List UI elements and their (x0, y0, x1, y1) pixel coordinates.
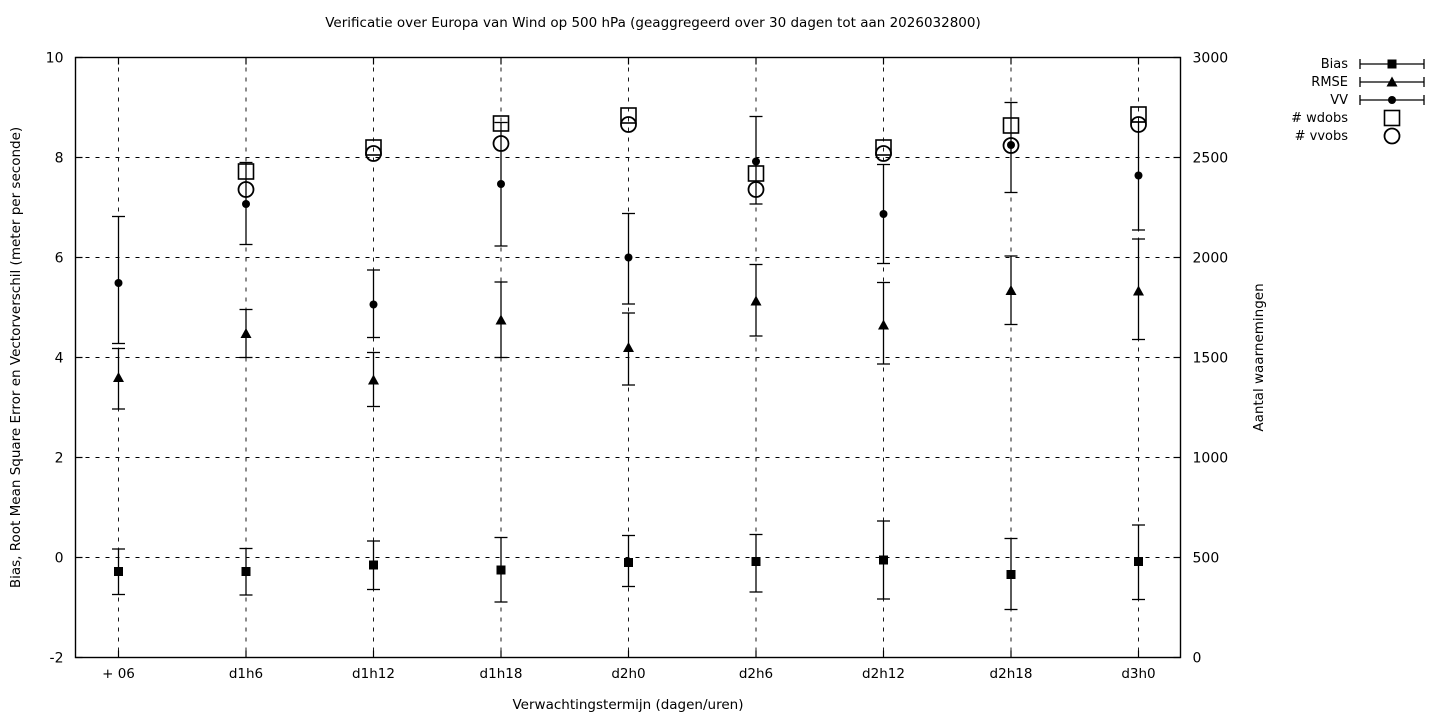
marker-filled-square (114, 567, 123, 576)
x-tick-label: d2h0 (611, 666, 645, 682)
y-tick-label-left: -2 (50, 651, 64, 667)
legend-marker-filled-circle (1388, 96, 1396, 104)
x-tick-label: d1h18 (480, 666, 523, 682)
marker-filled-triangle (750, 295, 762, 306)
y-tick-label-right: 2500 (1193, 151, 1229, 167)
marker-filled-circle (879, 210, 888, 218)
marker-open-square (365, 139, 382, 156)
marker-open-circle (237, 181, 255, 198)
marker-filled-triangle (368, 374, 379, 385)
marker-filled-triangle (113, 372, 124, 382)
legend-marker-open-circle (1383, 127, 1401, 145)
y-tick-label-left: 8 (55, 151, 64, 167)
marker-filled-triangle (1133, 285, 1144, 296)
marker-filled-square (1006, 570, 1016, 579)
y-tick-label-left: 4 (55, 351, 64, 367)
y-tick-label-left: 6 (55, 251, 64, 267)
marker-open-square (747, 165, 765, 182)
x-tick-label: + 06 (102, 666, 135, 682)
marker-filled-square (369, 560, 378, 570)
legend-label: RMSE (1311, 75, 1348, 90)
marker-filled-triangle (623, 342, 634, 352)
marker-open-square (237, 163, 255, 180)
marker-open-circle (365, 145, 382, 162)
marker-filled-square (624, 558, 633, 567)
x-tick-label: d2h12 (862, 666, 905, 682)
y-tick-label-right: 3000 (1193, 51, 1229, 67)
marker-open-circle (875, 145, 892, 162)
marker-filled-triangle (495, 314, 507, 325)
marker-filled-triangle (878, 319, 889, 330)
y-axis-label-right: Aantal waarnemingen (1251, 283, 1267, 431)
legend-label: # vvobs (1295, 129, 1349, 144)
marker-open-square (1130, 106, 1147, 123)
x-axis-label: Verwachtingstermijn (dagen/uren) (513, 697, 744, 713)
legend-label: VV (1330, 93, 1348, 108)
y-tick-label-left: 2 (55, 451, 64, 467)
legend-marker-open-square (1383, 109, 1401, 127)
y-tick-label-right: 0 (1193, 651, 1202, 667)
marker-filled-circle (752, 157, 760, 166)
marker-filled-circle (369, 300, 378, 309)
marker-filled-square (496, 565, 506, 575)
marker-open-square (875, 139, 892, 156)
marker-filled-square (241, 567, 251, 576)
y-tick-label-left: 10 (46, 51, 64, 67)
marker-open-circle (620, 116, 637, 133)
marker-filled-circle (242, 200, 250, 208)
marker-filled-triangle (1005, 285, 1017, 295)
marker-filled-circle (497, 180, 505, 188)
marker-filled-square (1134, 557, 1143, 566)
x-tick-label: d1h6 (229, 666, 263, 682)
y-tick-label-right: 500 (1193, 551, 1220, 567)
y-axis-label-left: Bias, Root Mean Square Error en Vectorve… (8, 127, 24, 588)
marker-filled-circle (1007, 141, 1015, 149)
legend-label: Bias (1321, 57, 1348, 72)
y-tick-label-right: 1500 (1193, 351, 1229, 367)
legend-marker-filled-square (1387, 59, 1397, 69)
y-tick-label-right: 2000 (1193, 251, 1229, 267)
y-tick-label-right: 1000 (1193, 451, 1229, 467)
x-tick-label: d1h12 (352, 666, 395, 682)
marker-open-circle (747, 181, 765, 198)
marker-filled-circle (1134, 171, 1143, 180)
marker-filled-circle (114, 279, 123, 287)
y-tick-label-left: 0 (55, 551, 64, 567)
x-tick-label: d2h18 (990, 666, 1033, 682)
marker-open-circle (492, 135, 510, 152)
marker-open-circle (1130, 116, 1147, 133)
legend-label: # wdobs (1291, 111, 1348, 126)
marker-open-square (620, 107, 637, 124)
marker-filled-square (879, 555, 888, 565)
marker-open-circle (1002, 137, 1020, 154)
marker-filled-triangle (240, 328, 252, 338)
marker-filled-square (751, 557, 761, 566)
x-tick-label: d3h0 (1121, 666, 1155, 682)
chart-title: Verificatie over Europa van Wind op 500 … (325, 15, 981, 31)
marker-open-square (492, 115, 510, 132)
marker-open-square (1002, 117, 1020, 134)
legend-marker-filled-triangle (1386, 76, 1398, 87)
x-tick-label: d2h6 (739, 666, 773, 682)
marker-filled-circle (624, 253, 633, 262)
